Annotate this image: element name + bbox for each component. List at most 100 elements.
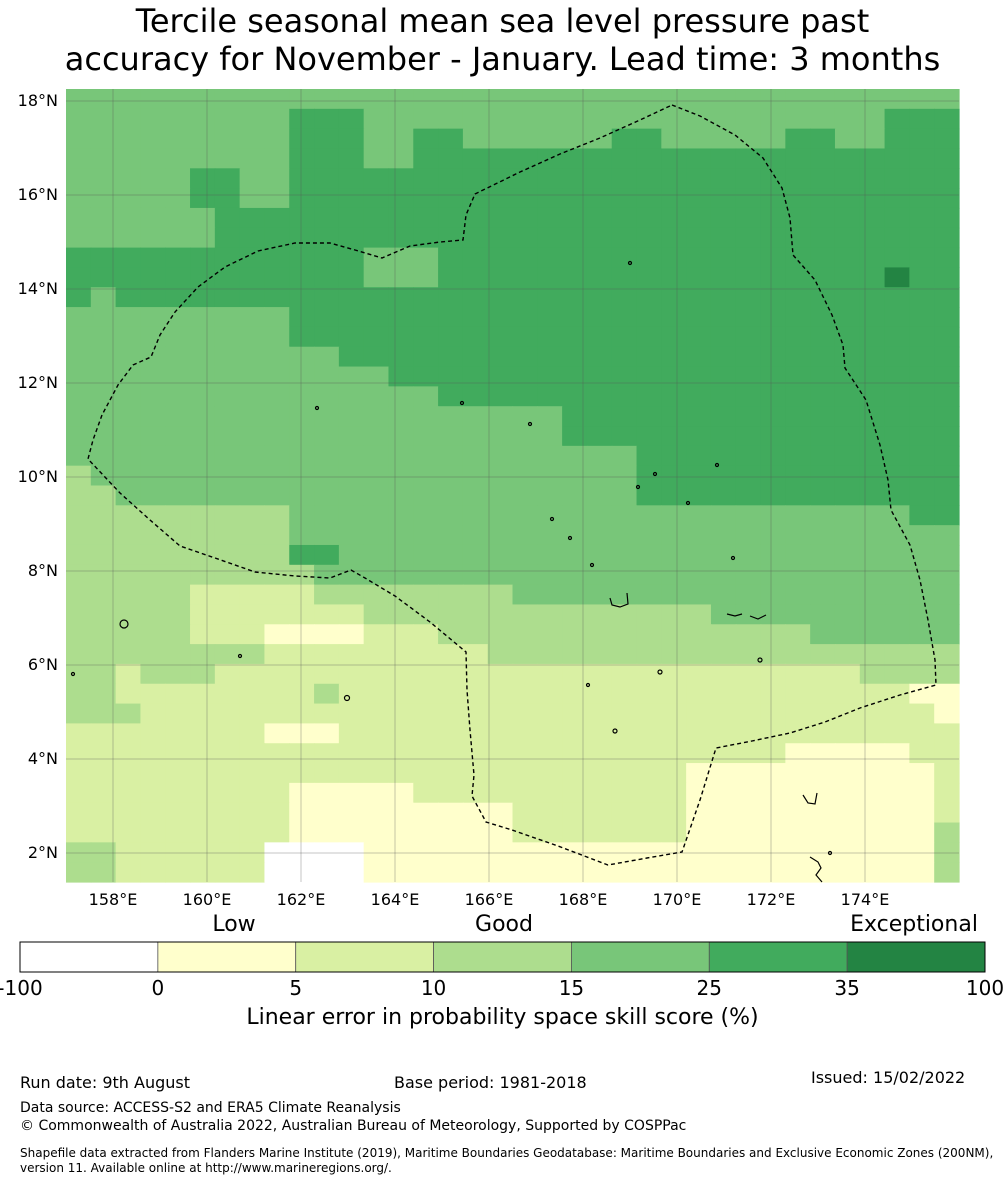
skill-cell — [735, 426, 762, 447]
skill-cell — [760, 703, 786, 724]
skill-cell — [438, 128, 464, 150]
skill-cell — [239, 445, 266, 467]
skill-cell — [512, 148, 538, 169]
skill-cell — [934, 406, 960, 427]
skill-cell — [710, 604, 737, 625]
skill-cell — [686, 862, 712, 883]
skill-cell — [165, 842, 191, 863]
skill-cell — [487, 624, 514, 645]
skill-cell — [562, 148, 588, 169]
skill-cell — [810, 366, 836, 387]
skill-cell — [586, 584, 613, 606]
skill-cell — [66, 406, 92, 427]
skill-cell — [214, 307, 241, 328]
skill-cell — [413, 445, 439, 467]
skill-cell — [214, 703, 241, 724]
skill-cell — [264, 604, 290, 625]
skill-cell — [115, 366, 142, 387]
skill-cell — [487, 168, 514, 189]
skill-cell — [413, 465, 439, 487]
skill-cell — [934, 465, 960, 487]
skill-cell — [66, 168, 92, 189]
skill-cell — [586, 326, 613, 348]
skill-cell — [909, 485, 935, 506]
skill-cell — [537, 148, 563, 169]
skill-cell — [859, 584, 886, 606]
skill-cell — [66, 802, 92, 824]
skill-cell — [190, 723, 216, 744]
skill-cell — [760, 406, 786, 427]
skill-cell — [735, 584, 762, 606]
skill-cell — [140, 822, 166, 843]
skill-cell — [438, 465, 464, 487]
skill-cell — [214, 108, 241, 130]
skill-cell — [636, 525, 662, 546]
skill-cell — [462, 505, 489, 526]
skill-cell — [338, 505, 365, 526]
skill-cell — [388, 842, 414, 863]
skill-cell — [810, 703, 836, 724]
skill-cell — [190, 89, 216, 110]
skill-cell — [909, 386, 935, 407]
skill-cell — [66, 763, 92, 784]
skill-cell — [413, 128, 439, 150]
skill-cell — [487, 564, 514, 586]
skill-cell — [90, 426, 117, 447]
skill-cell — [760, 465, 786, 487]
skill-cell — [314, 624, 340, 645]
skill-cell — [338, 406, 365, 427]
skill-cell — [438, 763, 464, 784]
skill-cell — [859, 366, 886, 387]
skill-cell — [537, 247, 563, 269]
skill-cell — [859, 89, 886, 110]
skill-cell — [388, 227, 414, 249]
skill-cell — [487, 426, 514, 447]
skill-cell — [810, 465, 836, 487]
skill-cell — [239, 822, 266, 843]
skill-cell — [264, 287, 290, 308]
skill-cell — [562, 267, 588, 288]
skill-cell — [611, 663, 638, 685]
skill-cell — [462, 247, 489, 269]
skill-cell — [611, 346, 638, 368]
skill-cell — [586, 247, 613, 269]
skill-cell — [785, 842, 811, 863]
skill-cell — [562, 366, 588, 387]
skill-cell — [611, 307, 638, 328]
skill-cell — [90, 326, 117, 348]
skill-cell — [190, 287, 216, 308]
skill-cell — [760, 842, 786, 863]
skill-cell — [190, 247, 216, 269]
skill-cell — [289, 247, 315, 269]
skill-cell — [289, 128, 315, 150]
skill-cell — [512, 584, 538, 606]
skill-cell — [413, 604, 439, 625]
skill-cell — [264, 406, 290, 427]
skill-cell — [686, 188, 712, 209]
skill-cell — [735, 148, 762, 169]
skill-cell — [710, 346, 737, 368]
skill-cell — [363, 544, 390, 566]
skill-cell — [859, 822, 886, 843]
skill-cell — [289, 326, 315, 348]
skill-cell — [487, 802, 514, 824]
skill-cell — [165, 326, 191, 348]
skill-cell — [487, 743, 514, 764]
skill-cell — [562, 128, 588, 150]
skill-cell — [388, 366, 414, 387]
skill-cell — [338, 644, 365, 665]
skill-cell — [636, 584, 662, 606]
skill-cell — [537, 862, 563, 883]
skill-cell — [338, 683, 365, 705]
skill-cell — [785, 287, 811, 308]
skill-cell — [760, 584, 786, 606]
base-period: Base period: 1981-2018 — [394, 1073, 587, 1092]
skill-cell — [264, 624, 290, 645]
skill-cell — [239, 485, 266, 506]
skill-cell — [462, 485, 489, 506]
skill-cell — [537, 465, 563, 487]
skill-cell — [537, 386, 563, 407]
skill-cell — [90, 723, 117, 744]
skill-cell — [314, 168, 340, 189]
skill-cell — [909, 326, 935, 348]
